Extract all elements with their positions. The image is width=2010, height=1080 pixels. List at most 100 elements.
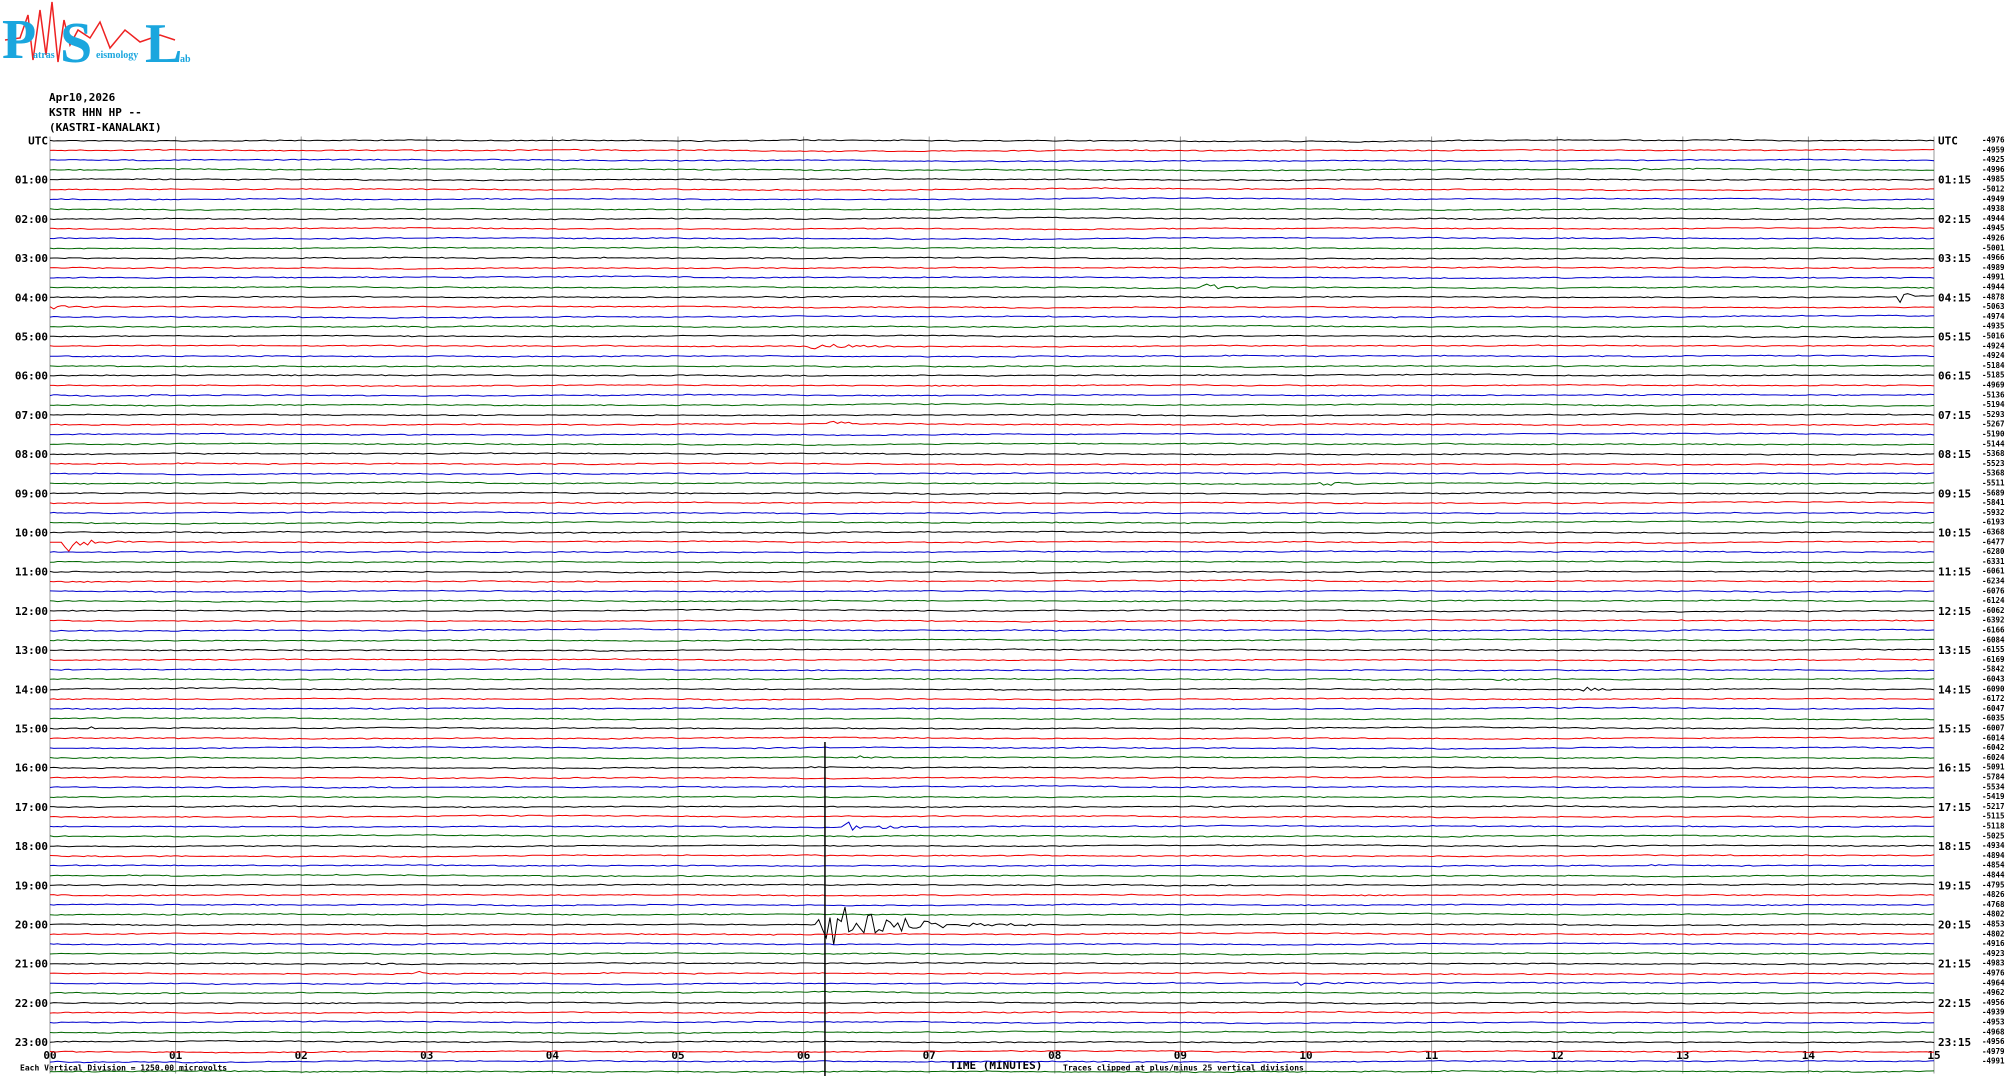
amplitude-label: -4989: [1982, 263, 2005, 272]
amplitude-label: -4802: [1982, 910, 2005, 919]
trace: [49, 912, 1935, 916]
amplitude-label: -5063: [1982, 302, 2005, 311]
left-time-label: 12:00: [15, 605, 48, 618]
amplitude-label: -6280: [1982, 547, 2005, 556]
trace: [49, 246, 1935, 250]
amplitude-label: -4935: [1982, 322, 2005, 331]
trace: [49, 452, 1935, 456]
amplitude-label: -5842: [1982, 665, 2005, 674]
left-time-label: 17:00: [15, 801, 48, 814]
amplitude-label: -6477: [1982, 537, 2005, 546]
trace: [49, 961, 1935, 966]
right-time-label: 18:15: [1938, 840, 1971, 853]
trace: [49, 618, 1935, 623]
amplitude-label: -6169: [1982, 655, 2005, 664]
right-time-label: 10:15: [1938, 527, 1971, 540]
right-time-label: 17:15: [1938, 801, 1971, 814]
amplitude-label: -5932: [1982, 508, 2005, 517]
trace: [49, 638, 1935, 642]
right-time-label: 11:15: [1938, 566, 1971, 579]
trace: [49, 766, 1934, 770]
trace: [49, 491, 1935, 495]
amplitude-label: -5136: [1982, 390, 2005, 399]
left-time-label: 11:00: [15, 566, 48, 579]
clip-note: Traces clipped at plus/minus 25 vertical…: [1063, 1063, 1304, 1073]
left-time-label: 04:00: [15, 291, 48, 304]
amplitude-label: -4894: [1982, 851, 2005, 860]
trace: [49, 932, 1935, 936]
amplitude-label: -5293: [1982, 410, 2005, 419]
trace: [49, 814, 1935, 819]
trace: [49, 883, 1935, 887]
trace: [49, 952, 1935, 956]
trace: [49, 187, 1934, 192]
amplitude-label: -4983: [1982, 959, 2005, 968]
trace: [49, 293, 1935, 304]
trace: [49, 775, 1935, 780]
trace: [49, 677, 1935, 681]
amplitude-label: -6007: [1982, 724, 2005, 733]
x-tick-label: 00: [43, 1049, 56, 1062]
right-time-label: UTC: [1938, 135, 1958, 148]
trace: [49, 1069, 1935, 1074]
amplitude-label: -4964: [1982, 978, 2005, 987]
amplitude-label: -4985: [1982, 175, 2005, 184]
amplitude-label: -4853: [1982, 920, 2005, 929]
trace: [49, 305, 1935, 310]
amplitude-label: -4962: [1982, 988, 2005, 997]
x-tick-label: 02: [295, 1049, 308, 1062]
amplitude-label: -5841: [1982, 498, 2005, 507]
scale-note: Each Vertical Division = 1250.00 microvo…: [20, 1063, 227, 1073]
logo: P S L atras eismology ab: [2, 1, 191, 75]
trace: [49, 442, 1934, 446]
left-time-label: 09:00: [15, 487, 48, 500]
amplitude-label: -6035: [1982, 714, 2005, 723]
right-time-label: 12:15: [1938, 605, 1971, 618]
trace: [49, 520, 1935, 525]
left-time-label: 16:00: [15, 762, 48, 775]
amplitude-label: -4938: [1982, 204, 2005, 213]
amplitude-label: -4844: [1982, 871, 2005, 880]
amplitude-label: -5012: [1982, 185, 2005, 194]
trace: [50, 275, 1935, 280]
trace: [49, 686, 1935, 692]
amplitude-label: -6368: [1982, 528, 2005, 537]
x-tick-label: 05: [671, 1049, 684, 1062]
trace: [49, 138, 1935, 143]
right-time-label: 20:15: [1938, 919, 1971, 932]
right-time-label: 21:15: [1938, 958, 1971, 971]
trace: [50, 383, 1935, 388]
amplitude-label: -5144: [1982, 439, 2005, 448]
amplitude-label: -4916: [1982, 939, 2005, 948]
logo-word: eismology: [96, 50, 138, 61]
trace: [49, 1030, 1934, 1035]
amplitude-label: -6124: [1982, 596, 2005, 605]
amplitude-label: -6155: [1982, 645, 2005, 654]
trace: [49, 648, 1935, 652]
amplitude-label: -4991: [1982, 273, 2005, 282]
trace: [49, 148, 1935, 153]
right-time-label: 09:15: [1938, 487, 1971, 500]
right-time-label: 14:15: [1938, 683, 1971, 696]
amplitude-label: -5194: [1982, 400, 2005, 409]
amplitude-label: -4969: [1982, 381, 2005, 390]
left-time-label: 05:00: [15, 331, 48, 344]
right-time-label: 23:15: [1938, 1036, 1971, 1049]
amplitude-label: -4974: [1982, 312, 2005, 321]
amplitude-label: -4956: [1982, 998, 2005, 1007]
amplitude-label: -5115: [1982, 812, 2005, 821]
trace: [49, 354, 1934, 358]
right-time-label: 05:15: [1938, 331, 1971, 344]
amplitude-label: -5368: [1982, 469, 2005, 478]
left-time-label: 01:00: [15, 174, 48, 187]
logo-word: ab: [180, 54, 191, 65]
amplitude-label: -5267: [1982, 420, 2005, 429]
amplitude-label: -4949: [1982, 194, 2005, 203]
trace: [50, 981, 1935, 986]
trace: [49, 570, 1935, 574]
trace: [49, 420, 1935, 427]
amplitude-label: -4925: [1982, 155, 2005, 164]
right-time-label: 22:15: [1938, 997, 1971, 1010]
amplitude-label: -6084: [1982, 635, 2005, 644]
trace: [49, 821, 1935, 831]
